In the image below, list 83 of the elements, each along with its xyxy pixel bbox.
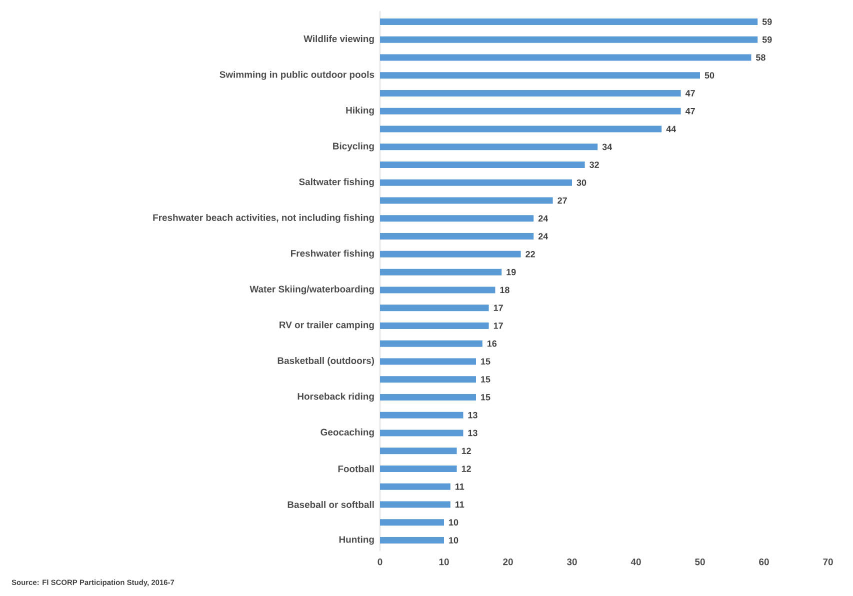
x-tick-label: 30 (566, 558, 577, 566)
data-label: 12 (462, 448, 471, 454)
y-tick-label: Wildlife viewing (304, 35, 374, 44)
data-label: 16 (487, 340, 497, 347)
data-label: 13 (468, 412, 478, 418)
bar (380, 54, 752, 61)
bar (380, 250, 521, 258)
x-tick-label: 20 (503, 558, 513, 566)
y-tick-label: Hiking (346, 106, 374, 116)
data-label: 44 (666, 126, 676, 132)
bar (380, 394, 476, 400)
data-label: 10 (449, 537, 458, 544)
y-tick-label: Freshwater fishing (290, 250, 374, 259)
y-tick-label: RV or trailer camping (280, 321, 374, 330)
bar (380, 483, 450, 490)
bar (380, 215, 534, 222)
bar (380, 501, 450, 508)
bar (380, 358, 476, 365)
bar (380, 268, 502, 276)
x-tick-label: 60 (759, 558, 769, 566)
bar (380, 430, 464, 436)
data-label: 10 (449, 519, 458, 526)
y-tick-label: Freshwater beach activities, not including fishing (153, 214, 374, 223)
x-tick-label: 10 (439, 558, 449, 566)
y-tick-label: Bicycling (333, 142, 374, 152)
data-label: 58 (756, 54, 766, 61)
data-label: 15 (481, 394, 490, 400)
data-label: 47 (685, 90, 695, 96)
data-label: 24 (538, 215, 548, 222)
bar (380, 90, 681, 97)
data-label: 19 (506, 268, 516, 276)
bar (380, 36, 758, 43)
data-label: 47 (685, 108, 695, 114)
data-label: 34 (602, 144, 612, 150)
bar (380, 322, 489, 329)
bar (380, 304, 489, 312)
bar (380, 233, 534, 240)
bar (380, 376, 476, 383)
data-label: 11 (455, 501, 464, 508)
y-tick-label: Basketball (outdoors) (278, 357, 374, 366)
bar (380, 162, 585, 168)
bar (380, 197, 553, 204)
y-tick-label: Geocaching (320, 428, 374, 438)
x-tick-label: 0 (378, 558, 382, 566)
bar (380, 340, 482, 347)
data-label: 59 (762, 18, 772, 25)
bar (380, 537, 444, 544)
data-label: 30 (576, 179, 586, 186)
bar (380, 108, 681, 114)
bar (380, 286, 496, 294)
data-label: 50 (704, 72, 714, 79)
bar (380, 144, 598, 150)
x-tick-label: 50 (695, 558, 705, 566)
data-label: 17 (494, 304, 503, 311)
y-tick-label: Horseback riding (298, 392, 374, 402)
bar (380, 466, 457, 472)
data-label: 12 (462, 466, 471, 472)
y-tick-label: Water Skiing/waterboarding (250, 286, 374, 294)
data-label: 15 (481, 358, 490, 365)
data-label: 17 (494, 322, 503, 329)
data-label: 11 (455, 484, 464, 490)
x-tick-label: 40 (630, 558, 641, 566)
y-tick-label: Saltwater fishing (299, 178, 374, 188)
data-label: 15 (481, 376, 490, 382)
y-tick-label: Baseball or softball (288, 501, 374, 508)
data-label: 27 (558, 197, 567, 204)
bar (380, 179, 572, 186)
bar (380, 412, 464, 418)
bar (380, 72, 700, 79)
data-label: 32 (590, 162, 599, 168)
y-tick-label: Swimming in public outdoor pools (220, 70, 374, 80)
y-tick-label: Hunting (339, 536, 374, 545)
data-label: 59 (762, 36, 772, 43)
data-label: 22 (526, 251, 535, 258)
bar (380, 18, 758, 25)
bar (380, 448, 457, 454)
x-tick-label: 70 (823, 558, 833, 566)
data-label: 24 (538, 233, 548, 240)
bar (380, 519, 444, 526)
data-label: 18 (500, 286, 510, 294)
bar (380, 126, 662, 132)
data-label: 13 (468, 430, 478, 436)
y-tick-label: Football (338, 465, 374, 472)
